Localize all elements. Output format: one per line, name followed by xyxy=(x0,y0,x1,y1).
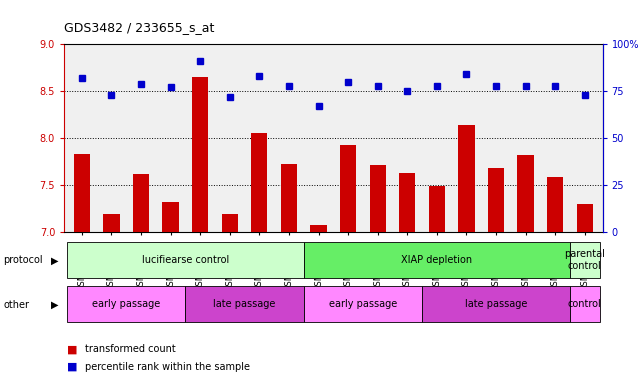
Text: early passage: early passage xyxy=(329,299,397,310)
Bar xyxy=(517,155,534,232)
Bar xyxy=(67,242,304,278)
Text: transformed count: transformed count xyxy=(85,344,176,354)
Text: late passage: late passage xyxy=(465,299,528,310)
Bar xyxy=(304,242,570,278)
Bar xyxy=(429,186,445,232)
Text: protocol: protocol xyxy=(3,255,43,265)
Bar xyxy=(399,173,415,232)
Bar xyxy=(304,286,422,323)
Text: ■: ■ xyxy=(67,344,78,354)
Bar xyxy=(192,77,208,232)
Bar xyxy=(67,286,185,323)
Bar xyxy=(103,214,120,232)
Text: parental
control: parental control xyxy=(564,249,605,271)
Bar xyxy=(251,132,267,232)
Text: ■: ■ xyxy=(67,362,78,372)
Bar xyxy=(162,202,179,232)
Bar xyxy=(310,225,327,232)
Bar xyxy=(458,125,474,232)
Bar xyxy=(547,177,563,232)
Text: ▶: ▶ xyxy=(51,255,59,265)
Text: late passage: late passage xyxy=(213,299,276,310)
Text: ▶: ▶ xyxy=(51,300,59,310)
Bar xyxy=(340,145,356,232)
Bar xyxy=(422,286,570,323)
Bar xyxy=(488,168,504,232)
Text: GDS3482 / 233655_s_at: GDS3482 / 233655_s_at xyxy=(64,21,215,34)
Bar xyxy=(185,286,304,323)
Text: XIAP depletion: XIAP depletion xyxy=(401,255,472,265)
Bar xyxy=(570,286,599,323)
Bar xyxy=(577,204,593,232)
Bar xyxy=(370,165,386,232)
Bar xyxy=(281,164,297,232)
Bar xyxy=(222,214,238,232)
Text: other: other xyxy=(3,300,29,310)
Bar xyxy=(74,154,90,232)
Text: early passage: early passage xyxy=(92,299,160,310)
Text: percentile rank within the sample: percentile rank within the sample xyxy=(85,362,250,372)
Bar xyxy=(133,174,149,232)
Bar xyxy=(570,242,599,278)
Text: lucifiearse control: lucifiearse control xyxy=(142,255,229,265)
Text: control: control xyxy=(568,299,602,310)
